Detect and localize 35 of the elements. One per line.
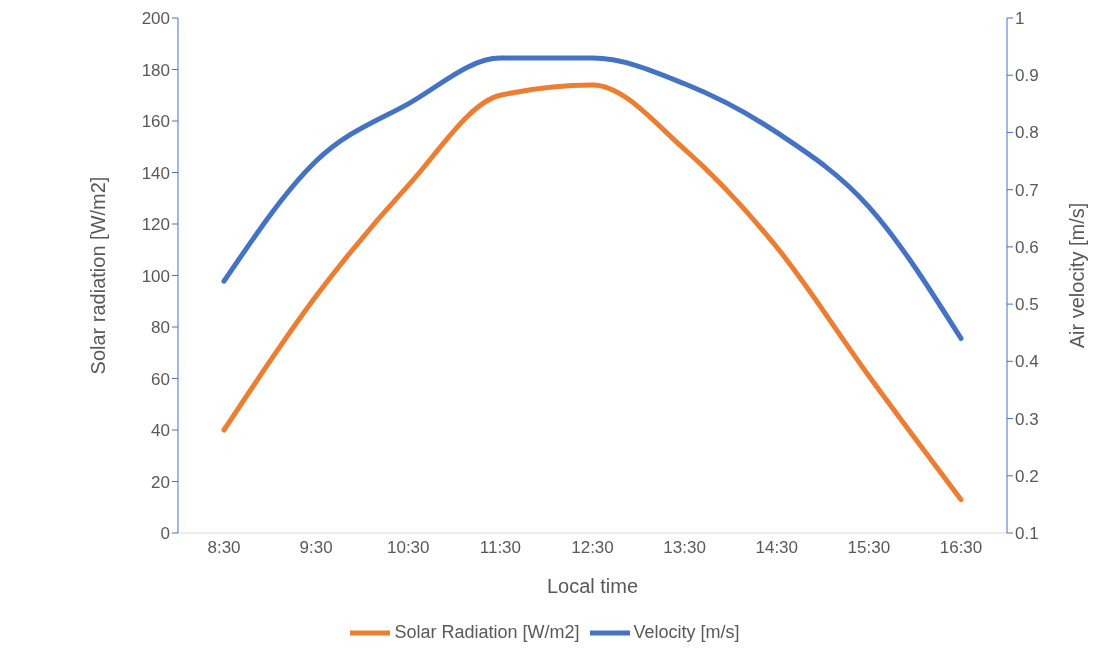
y2-tick-label: 0.1 [1015,524,1039,544]
x-tick-label: 13:30 [663,538,706,558]
legend-label: Velocity [m/s] [633,621,740,642]
y2-tick-label: 0.5 [1015,295,1039,315]
y2-tick-label: 0.2 [1015,466,1039,486]
x-tick-label: 12:30 [571,538,614,558]
legend-label: Solar Radiation [W/m2] [394,621,580,642]
y2-tick-label: 0.8 [1015,123,1039,143]
x-tick-label: 8:30 [207,538,241,558]
x-tick-label: 11:30 [479,538,522,558]
y2-tick-label: 0.3 [1015,409,1039,429]
y-axis-title: Solar radiation [W/m2] [87,176,110,375]
y-tick-label: 20 [151,472,170,492]
y-tick-label: 0 [160,524,170,544]
x-tick-label: 15:30 [847,538,891,558]
x-axis-title: Local time [546,575,639,597]
x-tick-label: 14:30 [755,538,799,558]
y-tick-label: 160 [141,112,170,132]
y-tick-label: 100 [141,266,170,286]
y-tick-label: 140 [141,163,170,183]
y-tick-label: 60 [151,369,170,389]
y2-tick-label: 0.7 [1015,180,1039,200]
y2-tick-label: 0.4 [1015,352,1039,372]
x-tick-label: 10:30 [386,538,430,558]
y2-tick-label: 0.6 [1015,237,1039,257]
x-tick-label: 16:30 [939,538,983,558]
y2-axis-title: Air velocity [m/s] [1066,202,1089,349]
x-tick-label: 9:30 [299,538,333,558]
y-tick-label: 200 [141,9,170,29]
y2-tick-label: 1 [1015,9,1025,29]
y-tick-label: 180 [141,60,170,80]
y-tick-label: 80 [151,318,170,338]
y-tick-label: 40 [151,421,170,441]
y2-tick-label: 0.9 [1015,66,1039,86]
y-tick-label: 120 [141,215,170,235]
